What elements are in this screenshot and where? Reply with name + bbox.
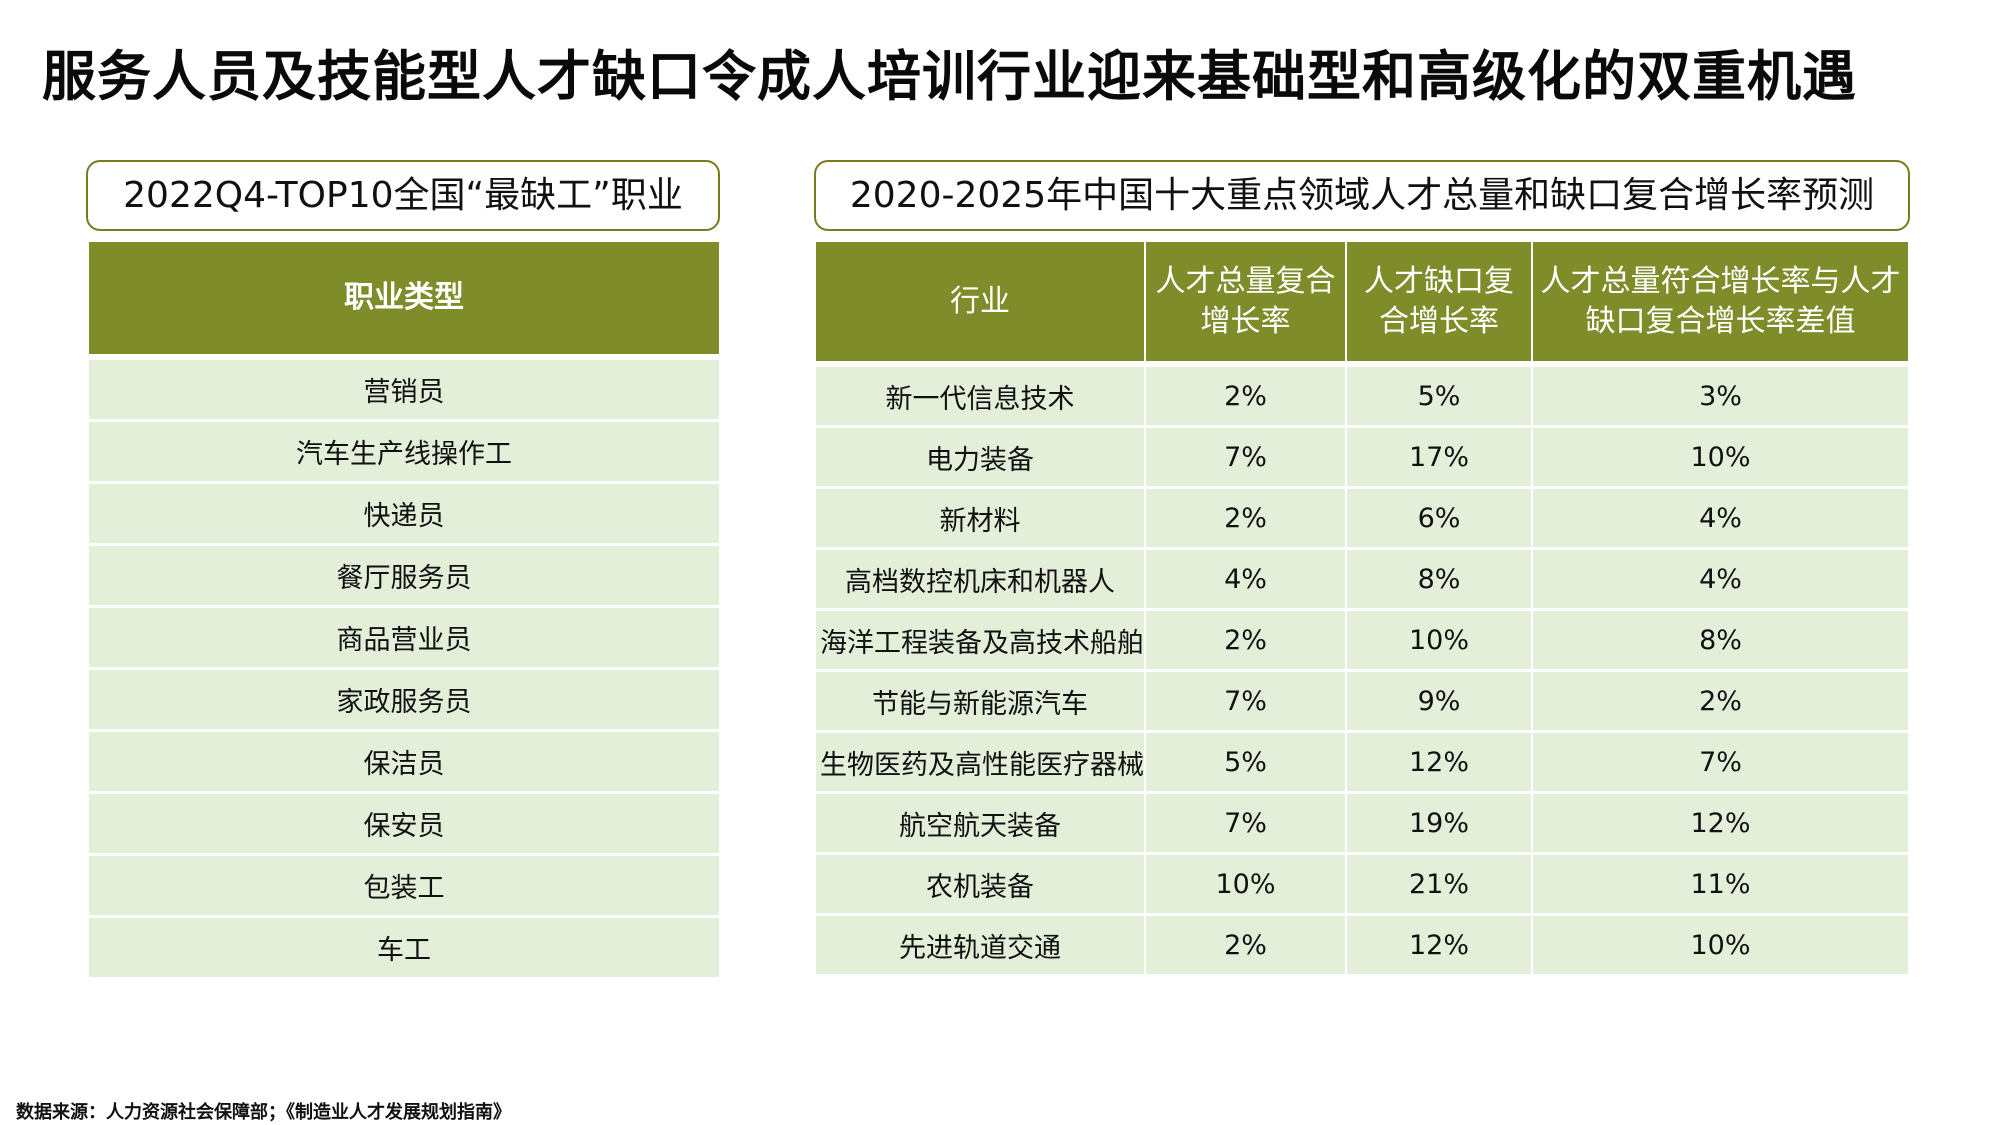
total-growth-cell: 5% [1145, 731, 1347, 794]
industry-cell: 高档数控机床和机器人 [816, 548, 1146, 611]
column-header-gap-growth: 人才缺口复合增长率 [1346, 242, 1533, 367]
difference-cell: 10% [1532, 426, 1908, 489]
occupation-cell: 家政服务员 [89, 668, 719, 732]
table-row: 农机装备 10% 21% 11% [816, 853, 1908, 916]
table-row: 生物医药及高性能医疗器械 5% 12% 7% [816, 731, 1908, 794]
difference-cell: 8% [1532, 609, 1908, 672]
total-growth-cell: 7% [1145, 792, 1347, 855]
table-row: 餐厅服务员 [89, 544, 719, 608]
left-panel-label: 2022Q4-TOP10全国“最缺工”职业 [86, 160, 720, 231]
table-row: 先进轨道交通 2% 12% 10% [816, 914, 1908, 977]
column-header-occupation-type: 职业类型 [89, 242, 719, 360]
industry-cell: 生物医药及高性能医疗器械 [816, 731, 1146, 794]
total-growth-cell: 10% [1145, 853, 1347, 916]
occupation-cell: 汽车生产线操作工 [89, 420, 719, 484]
occupation-cell: 商品营业员 [89, 606, 719, 670]
total-growth-cell: 2% [1145, 914, 1347, 977]
occupation-cell: 保洁员 [89, 730, 719, 794]
table-row: 汽车生产线操作工 [89, 420, 719, 484]
gap-growth-cell: 21% [1346, 853, 1533, 916]
table-row: 快递员 [89, 482, 719, 546]
difference-cell: 2% [1532, 670, 1908, 733]
occupation-cell: 车工 [89, 916, 719, 980]
gap-growth-cell: 12% [1346, 914, 1533, 977]
total-growth-cell: 4% [1145, 548, 1347, 611]
industry-cell: 新一代信息技术 [816, 364, 1146, 428]
gap-growth-cell: 17% [1346, 426, 1533, 489]
difference-cell: 4% [1532, 487, 1908, 550]
industry-cell: 新材料 [816, 487, 1146, 550]
occupation-cell: 包装工 [89, 854, 719, 918]
industry-cell: 海洋工程装备及高技术船舶 [816, 609, 1146, 672]
industry-cell: 先进轨道交通 [816, 914, 1146, 977]
difference-cell: 12% [1532, 792, 1908, 855]
difference-cell: 11% [1532, 853, 1908, 916]
table-row: 保洁员 [89, 730, 719, 794]
occupation-cell: 餐厅服务员 [89, 544, 719, 608]
talent-growth-table: 行业 人才总量复合增长率 人才缺口复合增长率 人才总量符合增长率与人才缺口复合增… [816, 242, 1908, 977]
table-row: 营销员 [89, 357, 719, 422]
total-growth-cell: 2% [1145, 364, 1347, 428]
shortage-occupations-table: 职业类型 营销员 汽车生产线操作工 快递员 餐厅服务员 商品营业员 家政服务员 … [89, 242, 719, 980]
total-growth-cell: 2% [1145, 487, 1347, 550]
gap-growth-cell: 10% [1346, 609, 1533, 672]
difference-cell: 4% [1532, 548, 1908, 611]
table-row: 商品营业员 [89, 606, 719, 670]
occupation-cell: 快递员 [89, 482, 719, 546]
difference-cell: 7% [1532, 731, 1908, 794]
industry-cell: 航空航天装备 [816, 792, 1146, 855]
table-row: 车工 [89, 916, 719, 980]
column-header-industry: 行业 [816, 242, 1146, 367]
page-title: 服务人员及技能型人才缺口令成人培训行业迎来基础型和高级化的双重机遇 [42, 45, 1857, 108]
gap-growth-cell: 9% [1346, 670, 1533, 733]
total-growth-cell: 7% [1145, 426, 1347, 489]
gap-growth-cell: 5% [1346, 364, 1533, 428]
table-row: 节能与新能源汽车 7% 9% 2% [816, 670, 1908, 733]
gap-growth-cell: 12% [1346, 731, 1533, 794]
table-row: 海洋工程装备及高技术船舶 2% 10% 8% [816, 609, 1908, 672]
gap-growth-cell: 8% [1346, 548, 1533, 611]
difference-cell: 10% [1532, 914, 1908, 977]
gap-growth-cell: 19% [1346, 792, 1533, 855]
table-row: 新材料 2% 6% 4% [816, 487, 1908, 550]
occupation-cell: 保安员 [89, 792, 719, 856]
table-row: 高档数控机床和机器人 4% 8% 4% [816, 548, 1908, 611]
source-note: 数据来源：人力资源社会保障部；《制造业人才发展规划指南》 [16, 1102, 511, 1123]
right-panel-label: 2020-2025年中国十大重点领域人才总量和缺口复合增长率预测 [814, 160, 1910, 231]
occupation-cell: 营销员 [89, 357, 719, 422]
table-row: 新一代信息技术 2% 5% 3% [816, 364, 1908, 428]
table-row: 保安员 [89, 792, 719, 856]
difference-cell: 3% [1532, 364, 1908, 428]
industry-cell: 电力装备 [816, 426, 1146, 489]
column-header-total-growth: 人才总量复合增长率 [1145, 242, 1347, 367]
gap-growth-cell: 6% [1346, 487, 1533, 550]
table-row: 包装工 [89, 854, 719, 918]
table-row: 电力装备 7% 17% 10% [816, 426, 1908, 489]
total-growth-cell: 7% [1145, 670, 1347, 733]
industry-cell: 农机装备 [816, 853, 1146, 916]
table-row: 航空航天装备 7% 19% 12% [816, 792, 1908, 855]
table-header-row: 行业 人才总量复合增长率 人才缺口复合增长率 人才总量符合增长率与人才缺口复合增… [816, 242, 1908, 367]
table-header-row: 职业类型 [89, 242, 719, 360]
table-row: 家政服务员 [89, 668, 719, 732]
total-growth-cell: 2% [1145, 609, 1347, 672]
industry-cell: 节能与新能源汽车 [816, 670, 1146, 733]
column-header-growth-difference: 人才总量符合增长率与人才缺口复合增长率差值 [1532, 242, 1908, 367]
